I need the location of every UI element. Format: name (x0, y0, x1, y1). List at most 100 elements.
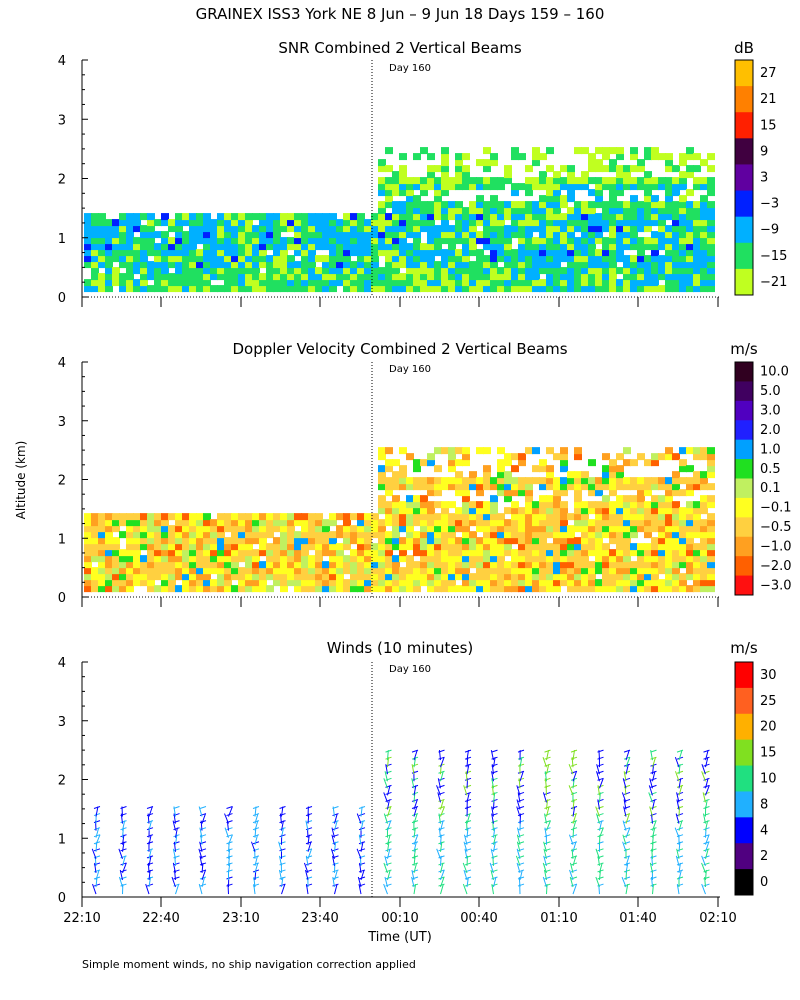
heatmap-cell (525, 483, 533, 491)
heatmap-cell (210, 549, 218, 557)
heatmap-cell (623, 165, 631, 173)
heatmap-cell (329, 219, 337, 227)
wind-barb (516, 798, 525, 810)
heatmap-cell (623, 237, 631, 245)
heatmap-cell (245, 543, 253, 551)
heatmap-cell (665, 231, 673, 239)
heatmap-cell (210, 273, 218, 281)
heatmap-cell (504, 495, 512, 503)
heatmap-cell (665, 489, 673, 497)
heatmap-cell (357, 537, 365, 545)
heatmap-cell (105, 519, 113, 527)
heatmap-cell (560, 243, 568, 251)
heatmap-cell (140, 273, 148, 281)
heatmap-cell (574, 285, 582, 293)
heatmap-cell (609, 513, 617, 521)
heatmap-cell (175, 225, 183, 233)
heatmap-cell (217, 531, 225, 539)
heatmap-cell (399, 171, 407, 179)
heatmap-cell (406, 189, 414, 197)
heatmap-cell (231, 261, 239, 269)
heatmap-cell (455, 459, 463, 467)
heatmap-cell (490, 501, 498, 509)
heatmap-cell (679, 543, 687, 551)
heatmap-cell (518, 237, 526, 245)
heatmap-cell (105, 579, 113, 587)
heatmap-cell (399, 585, 407, 593)
heatmap-cell (532, 213, 540, 221)
heatmap-cell (441, 573, 449, 581)
heatmap-cell (462, 267, 470, 275)
heatmap-cell (441, 207, 449, 215)
heatmap-cell (399, 483, 407, 491)
heatmap-cell (651, 579, 659, 587)
heatmap-cell (651, 285, 659, 293)
heatmap-cell (343, 537, 351, 545)
heatmap-cell (546, 285, 554, 293)
heatmap-cell (686, 231, 694, 239)
heatmap-cell (329, 555, 337, 563)
heatmap-cell (98, 579, 106, 587)
heatmap-cell (91, 519, 99, 527)
heatmap-cell (455, 549, 463, 557)
heatmap-cell (182, 273, 190, 281)
heatmap-cell (665, 261, 673, 269)
heatmap-cell (560, 549, 568, 557)
heatmap-cell (427, 165, 435, 173)
heatmap-cell (322, 549, 330, 557)
wind-barb (332, 841, 339, 852)
heatmap-cell (707, 249, 715, 257)
heatmap-cell (399, 225, 407, 233)
heatmap-cell (364, 267, 372, 275)
heatmap-cell (392, 573, 400, 581)
heatmap-cell (371, 255, 379, 263)
heatmap-cell (707, 219, 715, 227)
heatmap-cell (441, 567, 449, 575)
heatmap-cell (532, 579, 540, 587)
heatmap-cell (574, 207, 582, 215)
heatmap-cell (623, 525, 631, 533)
heatmap-cell (609, 225, 617, 233)
heatmap-cell (525, 447, 533, 455)
heatmap-cell (567, 477, 575, 485)
heatmap-cell (651, 555, 659, 563)
heatmap-cell (476, 183, 484, 191)
heatmap-cell (595, 513, 603, 521)
heatmap-cell (168, 531, 176, 539)
heatmap-cell (567, 237, 575, 245)
heatmap-cell (560, 489, 568, 497)
heatmap-cell (595, 159, 603, 167)
heatmap-cell (378, 483, 386, 491)
heatmap-cell (490, 537, 498, 545)
heatmap-cell (154, 279, 162, 287)
wind-barb (385, 869, 392, 881)
wind-barb (650, 770, 657, 782)
heatmap-cell (84, 567, 92, 575)
heatmap-cell (413, 537, 421, 545)
wind-barb (676, 784, 684, 796)
heatmap-cell (651, 147, 659, 155)
heatmap-cell (196, 525, 204, 533)
heatmap-cell (91, 579, 99, 587)
heatmap-cell (448, 225, 456, 233)
heatmap-cell (553, 513, 561, 521)
heatmap-cell (532, 477, 540, 485)
heatmap-cell (280, 543, 288, 551)
heatmap-cell (301, 249, 309, 257)
wind-barb (464, 749, 472, 761)
heatmap-cell (406, 525, 414, 533)
heatmap-cell (574, 561, 582, 569)
heatmap-cell (147, 573, 155, 581)
heatmap-cell (483, 537, 491, 545)
heatmap-cell (553, 171, 561, 179)
heatmap-cell (686, 513, 694, 521)
heatmap-cell (504, 273, 512, 281)
heatmap-cell (315, 213, 323, 221)
heatmap-cell (448, 477, 456, 485)
heatmap-cell (616, 219, 624, 227)
heatmap-cell (364, 531, 372, 539)
heatmap-cell (280, 513, 288, 521)
heatmap-cell (210, 255, 218, 263)
heatmap-cell (196, 555, 204, 563)
heatmap-cell (700, 219, 708, 227)
